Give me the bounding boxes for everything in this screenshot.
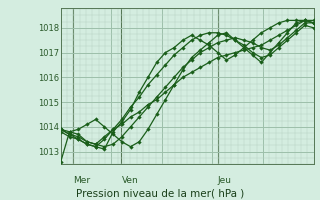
Text: Jeu: Jeu [218, 176, 232, 185]
Text: Pression niveau de la mer( hPa ): Pression niveau de la mer( hPa ) [76, 188, 244, 198]
Text: Ven: Ven [122, 176, 138, 185]
Text: Mer: Mer [74, 176, 91, 185]
